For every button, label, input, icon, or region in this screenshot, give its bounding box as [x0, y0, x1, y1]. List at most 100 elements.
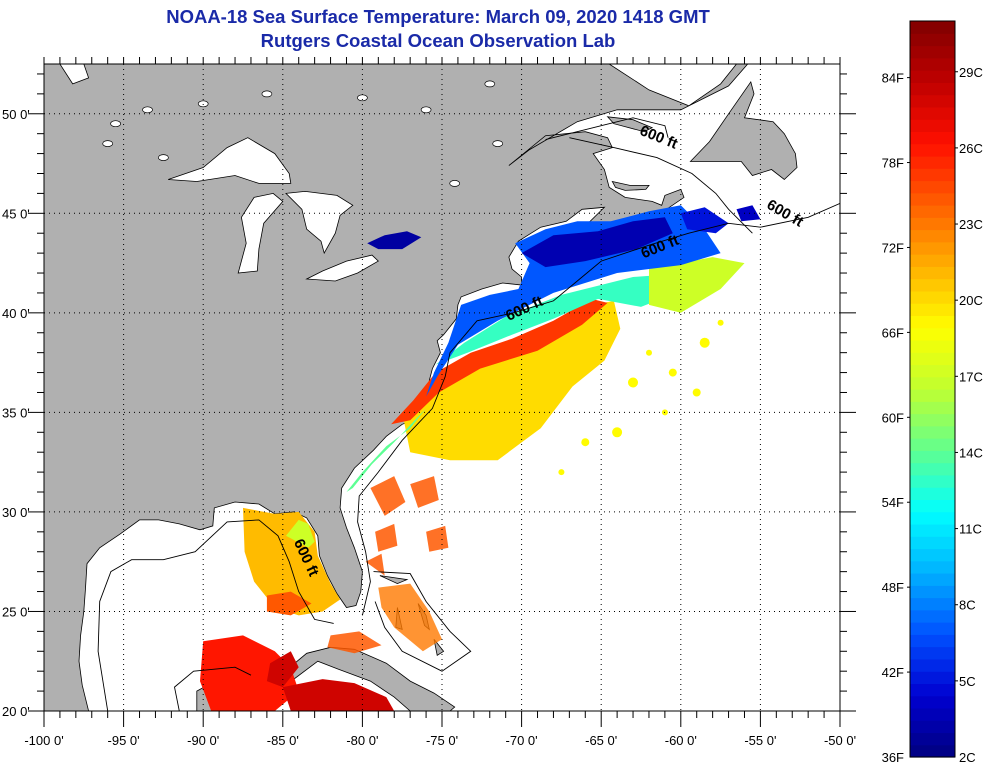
colorbar-c-label: 26C [959, 141, 983, 156]
lake-layer [59, 64, 504, 282]
colorbar-f-label: 48F [882, 580, 904, 595]
small-lake [484, 80, 496, 88]
colorbar-c-label: 2C [959, 750, 976, 765]
y-tick-label: 30 0' [2, 505, 30, 520]
colorbar-band [910, 536, 955, 550]
map-title: NOAA-18 Sea Surface Temperature: March 0… [166, 6, 710, 27]
x-tick-label: -50 0' [824, 733, 856, 748]
colorbar-band [910, 401, 955, 415]
colorbar-band [910, 229, 955, 243]
sst-florida-straits [327, 631, 382, 654]
sst-scattered-fleck [646, 349, 652, 356]
colorbar-c-label: 29C [959, 65, 983, 80]
colorbar-c-label: 23C [959, 217, 983, 232]
small-lake [158, 154, 169, 161]
colorbar-f-label: 66F [882, 325, 904, 340]
colorbar-band [910, 376, 955, 390]
colorbar-f-label: 78F [882, 156, 904, 171]
sst-yucatan-channel [200, 635, 299, 711]
sst-gulf-loop-current [266, 591, 312, 616]
colorbar-band [910, 622, 955, 635]
colorbar-band [910, 315, 955, 329]
colorbar-c-label: 8C [959, 598, 976, 613]
x-tick-label: -90 0' [187, 733, 219, 748]
colorbar-band [910, 364, 955, 378]
colorbar-band [910, 548, 955, 562]
lake-winnipeg-edge [59, 64, 90, 85]
small-lake [197, 100, 209, 108]
colorbar-band [910, 57, 955, 71]
colorbar-band [910, 450, 955, 464]
colorbar-band [910, 327, 955, 341]
colorbar-band [910, 205, 955, 218]
colorbar-band [910, 266, 955, 280]
colorbar-band [910, 744, 955, 758]
colorbar-band [910, 21, 955, 34]
small-lake [492, 140, 504, 147]
x-tick-label: -85 0' [267, 733, 299, 748]
sst-slope-water [435, 269, 716, 365]
colorbar-band [910, 45, 955, 59]
x-tick-label: -65 0' [585, 733, 617, 748]
x-tick-label: -95 0' [108, 733, 140, 748]
colorbar-c-label: 5C [959, 674, 976, 689]
colorbar-band [910, 290, 955, 304]
colorbar-band [910, 155, 955, 169]
colorbar-band [910, 499, 955, 513]
colorbar-f-label: 60F [882, 410, 904, 425]
small-lake [142, 106, 153, 114]
colorbar-f-label: 36F [882, 750, 904, 765]
y-tick-label: 35 0' [2, 405, 30, 420]
y-tick-label: 25 0' [2, 604, 30, 619]
sst-florida-shelf-cool [286, 519, 315, 548]
small-lake [449, 180, 461, 187]
sst-scattered-fleck [717, 319, 724, 326]
y-tick-label: 40 0' [2, 306, 30, 321]
colorbar-band [910, 303, 955, 316]
colorbar-c-label: 14C [959, 445, 983, 460]
x-axis: -100 0' -95 0' -90 0' -85 0' -80 0' -75 0' -70… [24, 57, 856, 748]
sst-scattered-warm-patch [365, 553, 385, 576]
x-tick-label: -80 0' [346, 733, 378, 748]
land-bahamas-island [433, 639, 445, 656]
lake-erie [305, 254, 379, 282]
map-subtitle: Rutgers Coastal Ocean Observation Lab [260, 30, 616, 51]
sst-lake-ontario [367, 231, 422, 250]
sst-shelf-water [426, 205, 721, 397]
colorbar-band [910, 278, 955, 292]
sst-scattered-fleck [612, 427, 623, 438]
colorbar-f-label: 84F [882, 71, 904, 86]
colorbar-band [910, 352, 955, 366]
colorbar-band [910, 106, 955, 120]
sst-grand-banks-edge [736, 205, 761, 222]
colorbar-c-label: 17C [959, 369, 983, 384]
land-prince-edward-island [611, 180, 650, 191]
sst-carolina-shelf [346, 408, 427, 492]
sst-scattered-fleck [668, 368, 677, 377]
colorbar-band [910, 413, 955, 427]
colorbar-band [910, 511, 955, 525]
colorbar-band [910, 94, 955, 108]
x-tick-label: -55 0' [744, 733, 776, 748]
colorbar-band [910, 585, 955, 599]
y-tick-label: 50 0' [2, 107, 30, 122]
contour-st-lawrence [545, 117, 669, 141]
small-lake [261, 90, 273, 98]
sst-bahamas-banks [378, 583, 442, 652]
colorbar-band [910, 487, 955, 500]
sst-scattered-fleck [558, 469, 565, 476]
colorbar-f-label: 72F [882, 240, 904, 255]
sst-caribbean-south-cuba [282, 679, 395, 711]
colorbar-band [910, 33, 955, 47]
contour-atlantic-shelf-break [357, 202, 840, 616]
colorbar-band [910, 707, 955, 721]
colorbar-band [910, 573, 955, 586]
colorbar-f-label: 54F [882, 495, 904, 510]
sst-sargasso-sea [402, 300, 621, 461]
sst-gulf-stream [391, 298, 608, 425]
colorbar-band [910, 241, 955, 255]
colorbar-band [910, 597, 955, 611]
sst-scattered-warm-patch [410, 476, 439, 508]
colorbar-band [910, 695, 955, 709]
